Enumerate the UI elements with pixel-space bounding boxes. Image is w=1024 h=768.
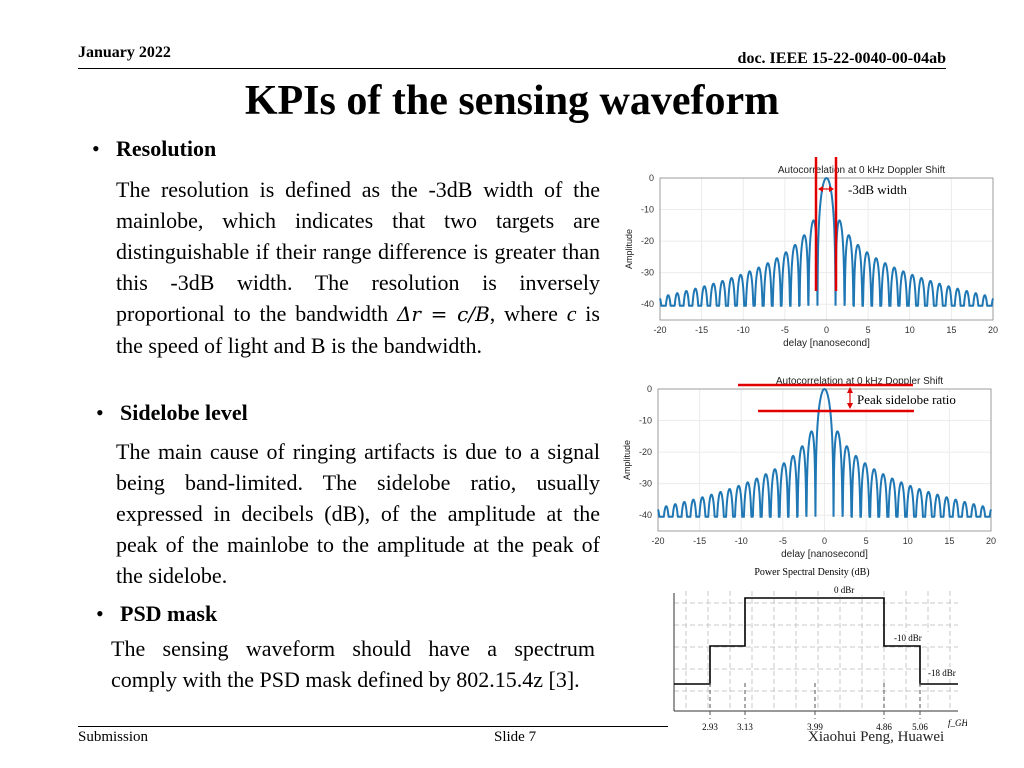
x-tick-label: -5	[779, 536, 787, 546]
bullet-resolution: • Resolution	[92, 136, 216, 162]
frequency-tick-marks	[709, 683, 921, 719]
level-label-background	[892, 632, 934, 643]
arrow-head-left	[818, 186, 823, 192]
frequency-label: 3.99	[807, 722, 823, 732]
chart-background	[620, 155, 1005, 355]
frequency-label: 3.13	[737, 722, 753, 732]
slide-title: KPIs of the sensing waveform	[244, 78, 780, 124]
frequency-label: 2.93	[702, 722, 718, 732]
level-label: -18 dBr	[928, 668, 956, 678]
header-doc-id: doc. IEEE 15-22-0040-00-04ab	[737, 50, 946, 67]
annotation-label: Peak sidelobe ratio	[857, 392, 956, 407]
level-label-background	[832, 584, 863, 595]
x-tick-label: 0	[822, 536, 827, 546]
arrow-head-right	[829, 186, 834, 192]
x-tick-label: -10	[735, 536, 748, 546]
autocorrelation-curve	[657, 387, 992, 518]
chart-grid	[674, 591, 958, 711]
resolution-text-end: is the speed of light and B is the bandw…	[116, 301, 600, 358]
x-tick-label: 0	[824, 325, 829, 335]
annotation-label-background	[854, 392, 988, 408]
bullet-sidelobe: • Sidelobe level	[96, 400, 248, 426]
psd-mask-chart: Power Spectral Density (dB) 0 dBr -10 dBr…	[662, 563, 967, 738]
paragraph-sidelobe: The main cause of ringing artifacts is d…	[116, 439, 600, 588]
chart-title: Autocorrelation at 0 kHz Doppler Shift	[776, 376, 944, 387]
autocorrelation-curve	[659, 176, 994, 307]
frequency-axis-label: f_GHz	[948, 718, 967, 728]
annotation-label: -3dB width	[848, 182, 907, 197]
x-axis-label: delay [nanosecond]	[781, 549, 868, 560]
y-tick-label: -10	[639, 416, 652, 426]
footer-rule	[78, 726, 668, 727]
y-tick-label: -20	[639, 447, 652, 457]
x-axis-label: delay [nanosecond]	[783, 338, 870, 349]
y-tick-label: -40	[639, 510, 652, 520]
x-tick-label: 5	[864, 536, 869, 546]
footer-submission: Submission	[78, 729, 149, 745]
header-date: January 2022	[78, 44, 171, 61]
heading-psd: PSD mask	[120, 601, 218, 626]
autocorrelation-chart-resolution: 0 -10 -20 -30 -40 -20 -15 -10 -5 0 5 10 15 20 Autoco…	[620, 155, 1005, 355]
bullet-psd: • PSD mask	[96, 601, 217, 627]
x-tick-label: 20	[986, 536, 996, 546]
x-tick-label: 5	[866, 325, 871, 335]
x-tick-labels: -20 -15 -10 -5 0 5 10 15 20	[653, 325, 998, 335]
annotation-label-background	[844, 181, 926, 197]
autocorrelation-chart-sidelobe: 0 -10 -20 -30 -40 -20 -15 -10 -5 0 5 10 15 20 Autoco…	[618, 366, 1003, 566]
paragraph-psd: The sensing waveform should have a spect…	[111, 636, 595, 692]
resolution-text-mid: , where	[489, 301, 567, 326]
arrow-head-down	[847, 403, 853, 409]
annotation-peak-sidelobe: Peak sidelobe ratio	[738, 383, 988, 413]
y-tick-label: 0	[649, 173, 654, 183]
y-tick-label: -30	[641, 268, 654, 278]
bullet-dot: •	[96, 601, 104, 626]
x-tick-label: -20	[653, 325, 666, 335]
x-tick-label: 10	[903, 536, 913, 546]
resolution-formula: Δr = c/B	[396, 302, 490, 326]
x-tick-label: -5	[781, 325, 789, 335]
frequency-label: 4.86	[876, 722, 892, 732]
x-tick-label: -15	[695, 325, 708, 335]
psd-mask-line	[674, 597, 958, 685]
paragraph-resolution: The resolution is defined as the -3dB wi…	[116, 174, 600, 361]
y-tick-label: -40	[641, 299, 654, 309]
level-label: 0 dBr	[834, 585, 854, 595]
level-label: -10 dBr	[894, 633, 922, 643]
y-tick-label: -20	[641, 236, 654, 246]
heading-sidelobe: Sidelobe level	[120, 400, 248, 425]
level-labels: 0 dBr -10 dBr -18 dBr	[832, 584, 967, 678]
x-tick-label: 15	[944, 536, 954, 546]
header-rule	[78, 68, 946, 69]
footer-author: Xiaohui Peng, Huawei	[808, 729, 945, 745]
y-axis-label: Amplitude	[624, 229, 634, 269]
resolution-text-start: The resolution is defined as the -3dB wi…	[116, 177, 600, 326]
y-tick-labels: 0 -10 -20 -30 -40	[641, 173, 654, 309]
y-tick-label: 0	[647, 384, 652, 394]
resolution-var-c: c	[566, 301, 577, 326]
x-tick-labels: -20 -15 -10 -5 0 5 10 15 20	[651, 536, 996, 546]
frequency-label: 5.06	[912, 722, 928, 732]
footer-slide-number: Slide 7	[494, 729, 537, 745]
y-tick-label: -10	[641, 205, 654, 215]
y-tick-label: -30	[639, 479, 652, 489]
chart-background	[662, 563, 967, 738]
arrow-head-up	[847, 387, 853, 393]
bullet-dot: •	[96, 400, 104, 425]
frequency-labels: 2.93 3.13 3.99 4.86 5.06	[702, 722, 928, 732]
bullet-dot: •	[92, 136, 100, 161]
y-tick-labels: 0 -10 -20 -30 -40	[639, 384, 652, 520]
x-tick-label: 10	[905, 325, 915, 335]
heading-resolution: Resolution	[116, 136, 217, 161]
x-tick-label: 15	[946, 325, 956, 335]
y-axis-label: Amplitude	[622, 440, 632, 480]
chart-title: Autocorrelation at 0 kHz Doppler Shift	[778, 165, 946, 176]
annotation-3db-width: -3dB width	[814, 157, 926, 291]
level-label-background	[926, 667, 967, 678]
chart-title: Power Spectral Density (dB)	[754, 567, 869, 578]
x-tick-label: -15	[693, 536, 706, 546]
x-tick-label: -20	[651, 536, 664, 546]
x-tick-label: -10	[737, 325, 750, 335]
x-tick-label: 20	[988, 325, 998, 335]
